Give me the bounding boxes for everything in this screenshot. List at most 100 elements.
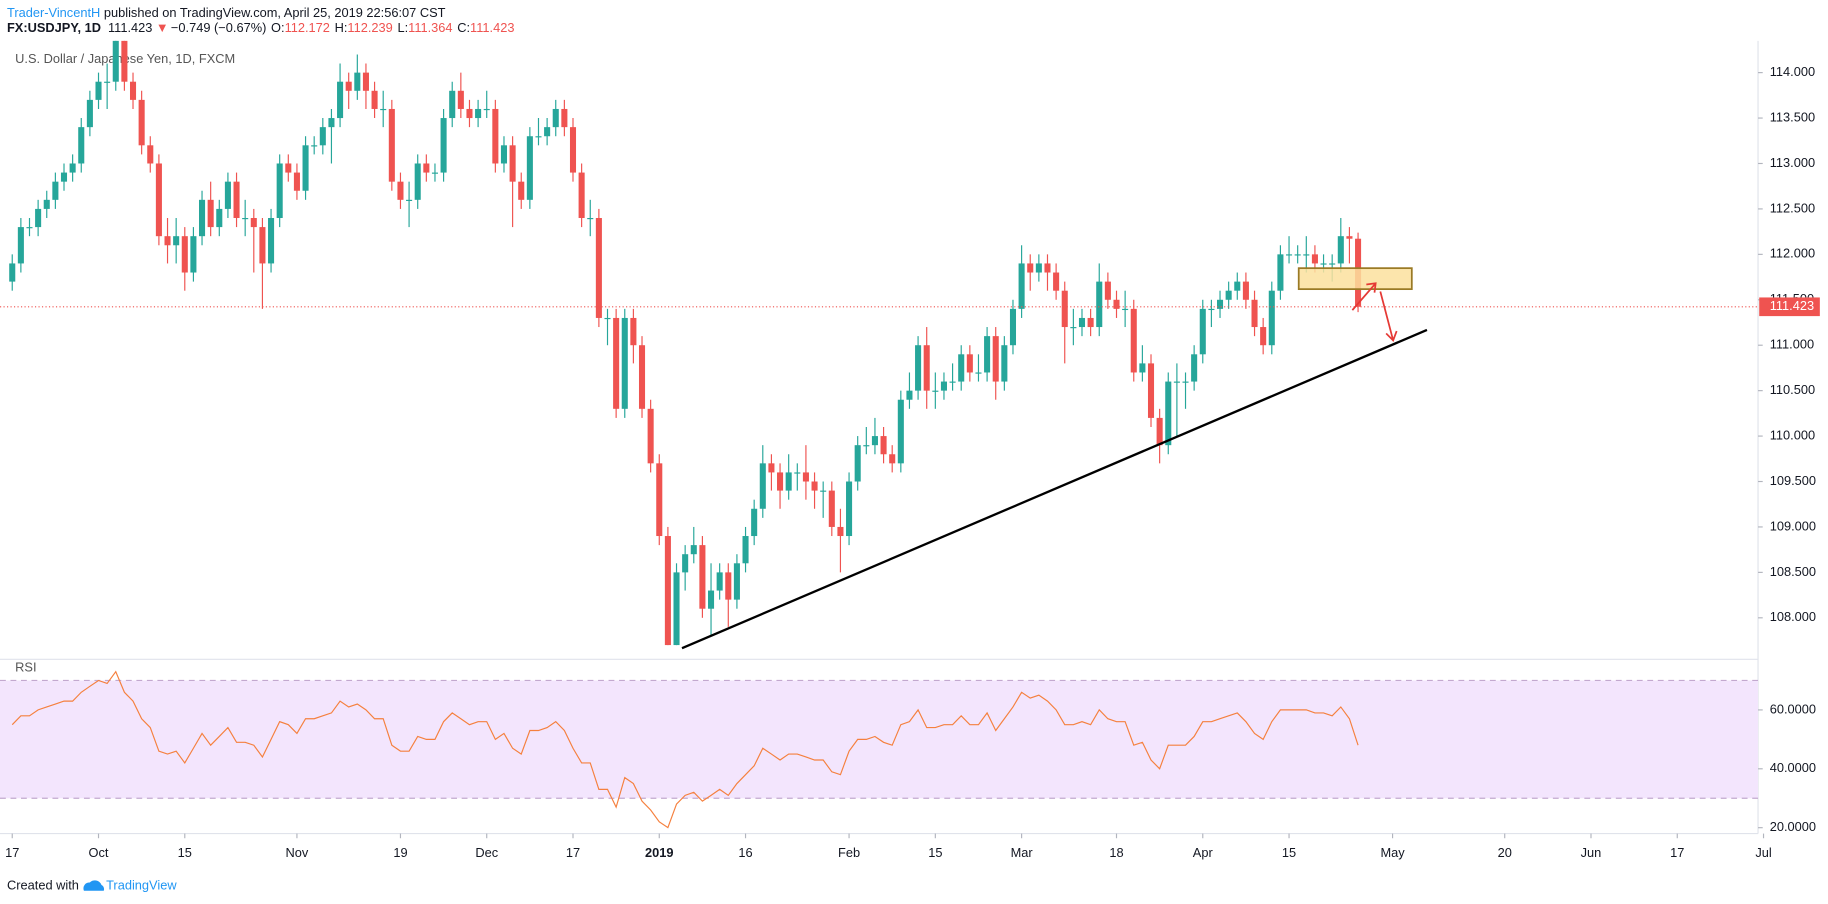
- candle-body: [630, 317, 637, 346]
- candle-body: [423, 163, 430, 173]
- candle-body: [992, 336, 999, 382]
- candle-body: [319, 127, 326, 146]
- rsi-pane: [0, 670, 1759, 829]
- y-tick-label: 112.500: [1770, 200, 1815, 215]
- candle-body: [1208, 308, 1215, 311]
- candle-body: [785, 472, 792, 491]
- candle-body: [1173, 381, 1180, 383]
- candle-body: [846, 481, 853, 537]
- candle-body: [1320, 263, 1327, 265]
- x-tick-label: 15: [928, 845, 942, 860]
- candle-body: [233, 181, 240, 219]
- x-tick-label: 20: [1498, 845, 1512, 860]
- o-label: O:: [271, 21, 285, 36]
- rsi-y-tick-label: 60.0000: [1770, 701, 1816, 716]
- candle-body: [1078, 317, 1086, 328]
- candle-body: [777, 472, 784, 491]
- rsi-title: RSI: [15, 659, 36, 674]
- candle-body: [742, 536, 749, 564]
- candle-body: [1191, 354, 1198, 382]
- y-tick-label: 111.000: [1770, 337, 1814, 352]
- y-tick-label: 113.500: [1770, 109, 1815, 124]
- drawings: [681, 267, 1428, 650]
- h-value: 112.239: [347, 21, 392, 36]
- resistance-zone[interactable]: [1297, 267, 1413, 291]
- candle-body: [1234, 281, 1241, 291]
- x-tick-label: 17: [1670, 845, 1684, 860]
- o-value: 112.172: [285, 21, 330, 36]
- candle-body: [966, 354, 973, 373]
- x-tick-label: 17: [5, 845, 19, 860]
- candle-body: [561, 108, 568, 128]
- candle-body: [794, 472, 801, 474]
- candle-body: [259, 227, 266, 264]
- candle-body: [9, 263, 16, 282]
- candle-body: [932, 390, 939, 392]
- symbol-line: FX:USDJPY, 1D 111.423 ▼ −0.749 (−0.67%) O:11…: [7, 21, 514, 36]
- candle-body: [285, 163, 292, 173]
- candle-body: [311, 145, 318, 147]
- x-tick-label: Jul: [1755, 845, 1771, 860]
- x-tick-label: 17: [566, 845, 580, 860]
- candle-body: [1139, 363, 1146, 373]
- candle-body: [949, 381, 956, 383]
- change: −0.749 (−0.67%): [171, 21, 266, 36]
- candle-body: [984, 336, 991, 373]
- candle-body: [906, 390, 913, 400]
- c-value: 111.423: [470, 21, 514, 36]
- candle-body: [492, 108, 499, 164]
- y-tick-label: 108.000: [1770, 609, 1816, 624]
- y-tick-label: 112.000: [1770, 246, 1815, 261]
- x-tick-label: May: [1380, 845, 1405, 860]
- candle-body: [354, 72, 361, 91]
- candle-body: [302, 145, 309, 191]
- candle-body: [1018, 263, 1025, 309]
- price-label-box: [1759, 297, 1820, 317]
- candle-body: [854, 445, 861, 482]
- candle-body: [647, 408, 654, 464]
- candle-body: [483, 108, 490, 111]
- candle-body: [569, 127, 577, 173]
- candle-body: [828, 490, 835, 527]
- x-tick-label: 2019: [645, 845, 674, 860]
- x-tick-label: Nov: [286, 845, 309, 860]
- candle-body: [86, 99, 93, 128]
- candle-body: [1001, 345, 1008, 382]
- candle-body: [95, 81, 102, 100]
- candle-body: [1104, 281, 1111, 300]
- x-tick-label: 19: [393, 845, 407, 860]
- price-pane: [0, 40, 1759, 646]
- footer: Created with TradingView: [7, 877, 177, 892]
- candle-body: [802, 472, 809, 482]
- candle-body: [889, 454, 896, 464]
- candle-body: [595, 218, 602, 318]
- candle-body: [1337, 236, 1344, 264]
- publish-line: Trader-VincentH published on TradingView…: [7, 5, 446, 20]
- candle-body: [129, 81, 137, 100]
- arrow-down[interactable]: [1379, 291, 1398, 343]
- c-label: C:: [457, 21, 470, 36]
- candle-body: [475, 108, 482, 119]
- candle-body: [759, 463, 766, 509]
- candle-body: [199, 199, 206, 237]
- candle-body: [164, 236, 171, 246]
- candle-body: [708, 590, 715, 609]
- candle-body: [17, 227, 24, 264]
- x-tick-label: 15: [178, 845, 192, 860]
- candle-body: [1165, 381, 1172, 446]
- y-tick-label: 113.000: [1770, 155, 1815, 170]
- candle-body: [1182, 381, 1189, 383]
- trend-line[interactable]: [681, 328, 1428, 650]
- arrow-up[interactable]: [1351, 282, 1377, 311]
- candle-body: [837, 526, 844, 537]
- y-tick-label: 109.000: [1770, 518, 1816, 533]
- candle-body: [1251, 299, 1258, 328]
- logo: [83, 880, 105, 891]
- candle-body: [1122, 308, 1129, 311]
- y-tick-label: 109.500: [1770, 473, 1816, 488]
- candle-body: [328, 118, 335, 128]
- brand[interactable]: TradingView: [106, 877, 177, 892]
- candle-body: [518, 181, 525, 200]
- author[interactable]: Trader-VincentH: [7, 5, 100, 20]
- candle-body: [181, 236, 188, 273]
